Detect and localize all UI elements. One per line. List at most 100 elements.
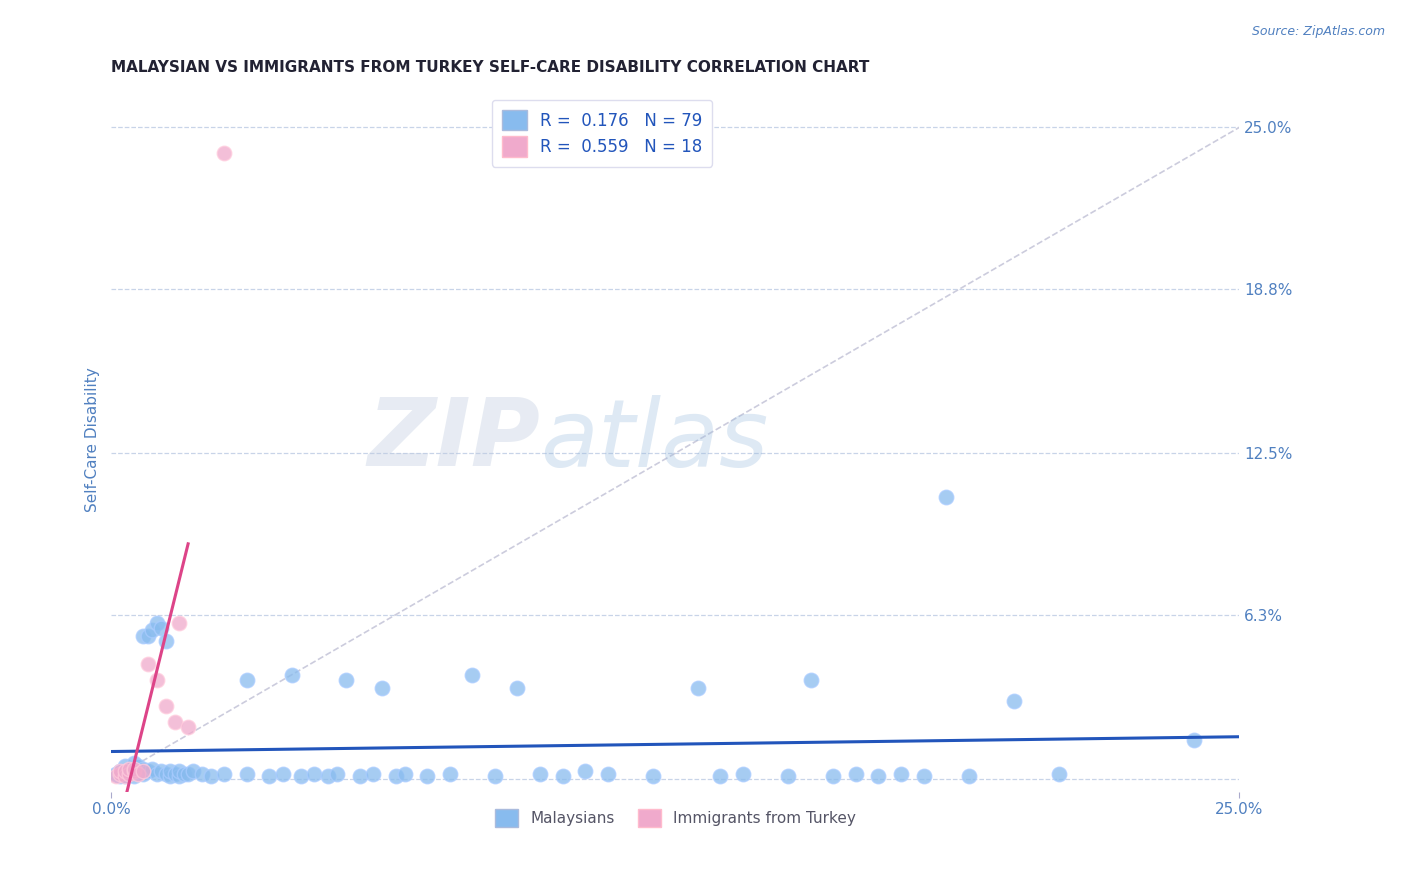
Point — [141, 762, 163, 776]
Point — [122, 769, 145, 783]
Point — [290, 769, 312, 783]
Point — [335, 673, 357, 687]
Point — [316, 769, 339, 783]
Point — [114, 759, 136, 773]
Point — [122, 762, 145, 776]
Point — [122, 756, 145, 771]
Point — [104, 766, 127, 780]
Point — [159, 769, 181, 783]
Legend: Malaysians, Immigrants from Turkey: Malaysians, Immigrants from Turkey — [489, 803, 862, 834]
Point — [190, 766, 212, 780]
Point — [236, 766, 259, 780]
Point — [200, 769, 222, 783]
Point — [136, 657, 159, 672]
Point — [132, 764, 155, 778]
Point — [845, 766, 868, 780]
Point — [155, 698, 177, 713]
Point — [641, 769, 664, 783]
Point — [1182, 732, 1205, 747]
Text: atlas: atlas — [540, 394, 768, 485]
Point — [118, 766, 141, 780]
Point — [136, 764, 159, 778]
Point — [136, 629, 159, 643]
Point — [104, 769, 127, 783]
Point — [416, 769, 439, 783]
Point — [127, 759, 149, 773]
Point — [122, 762, 145, 776]
Point — [110, 766, 132, 780]
Point — [823, 769, 845, 783]
Point — [384, 769, 406, 783]
Point — [868, 769, 890, 783]
Point — [141, 624, 163, 638]
Text: Source: ZipAtlas.com: Source: ZipAtlas.com — [1251, 25, 1385, 38]
Point — [957, 769, 980, 783]
Point — [484, 769, 506, 783]
Point — [132, 629, 155, 643]
Point — [114, 769, 136, 783]
Point — [155, 766, 177, 780]
Point — [212, 766, 235, 780]
Point — [110, 764, 132, 778]
Point — [890, 766, 912, 780]
Point — [118, 766, 141, 780]
Point — [132, 766, 155, 780]
Y-axis label: Self-Care Disability: Self-Care Disability — [86, 368, 100, 513]
Point — [167, 764, 190, 778]
Point — [461, 667, 484, 681]
Point — [800, 673, 823, 687]
Point — [506, 681, 529, 695]
Point — [145, 615, 167, 630]
Point — [110, 764, 132, 778]
Point — [150, 621, 173, 635]
Point — [181, 764, 204, 778]
Point — [167, 769, 190, 783]
Point — [118, 764, 141, 778]
Point — [935, 491, 957, 505]
Point — [686, 681, 709, 695]
Text: ZIP: ZIP — [367, 394, 540, 486]
Point — [371, 681, 394, 695]
Point — [173, 766, 195, 780]
Point — [731, 766, 754, 780]
Point — [127, 764, 149, 778]
Point — [145, 673, 167, 687]
Point — [326, 766, 349, 780]
Point — [167, 615, 190, 630]
Point — [361, 766, 384, 780]
Point — [778, 769, 800, 783]
Point — [271, 766, 294, 780]
Point — [177, 720, 200, 734]
Point — [912, 769, 935, 783]
Point — [155, 633, 177, 648]
Point — [118, 762, 141, 776]
Point — [574, 764, 596, 778]
Point — [281, 667, 304, 681]
Point — [177, 766, 200, 780]
Point — [596, 766, 619, 780]
Point — [114, 769, 136, 783]
Point — [150, 764, 173, 778]
Point — [159, 764, 181, 778]
Point — [145, 766, 167, 780]
Point — [163, 714, 186, 729]
Point — [110, 769, 132, 783]
Point — [127, 766, 149, 780]
Point — [132, 762, 155, 776]
Point — [163, 766, 186, 780]
Point — [114, 764, 136, 778]
Point — [349, 769, 371, 783]
Point — [551, 769, 574, 783]
Point — [709, 769, 731, 783]
Point — [529, 766, 551, 780]
Point — [304, 766, 326, 780]
Point — [236, 673, 259, 687]
Point — [439, 766, 461, 780]
Text: MALAYSIAN VS IMMIGRANTS FROM TURKEY SELF-CARE DISABILITY CORRELATION CHART: MALAYSIAN VS IMMIGRANTS FROM TURKEY SELF… — [111, 60, 870, 75]
Point — [259, 769, 281, 783]
Point — [1047, 766, 1070, 780]
Point — [212, 146, 235, 161]
Point — [114, 766, 136, 780]
Point — [122, 764, 145, 778]
Point — [1002, 694, 1025, 708]
